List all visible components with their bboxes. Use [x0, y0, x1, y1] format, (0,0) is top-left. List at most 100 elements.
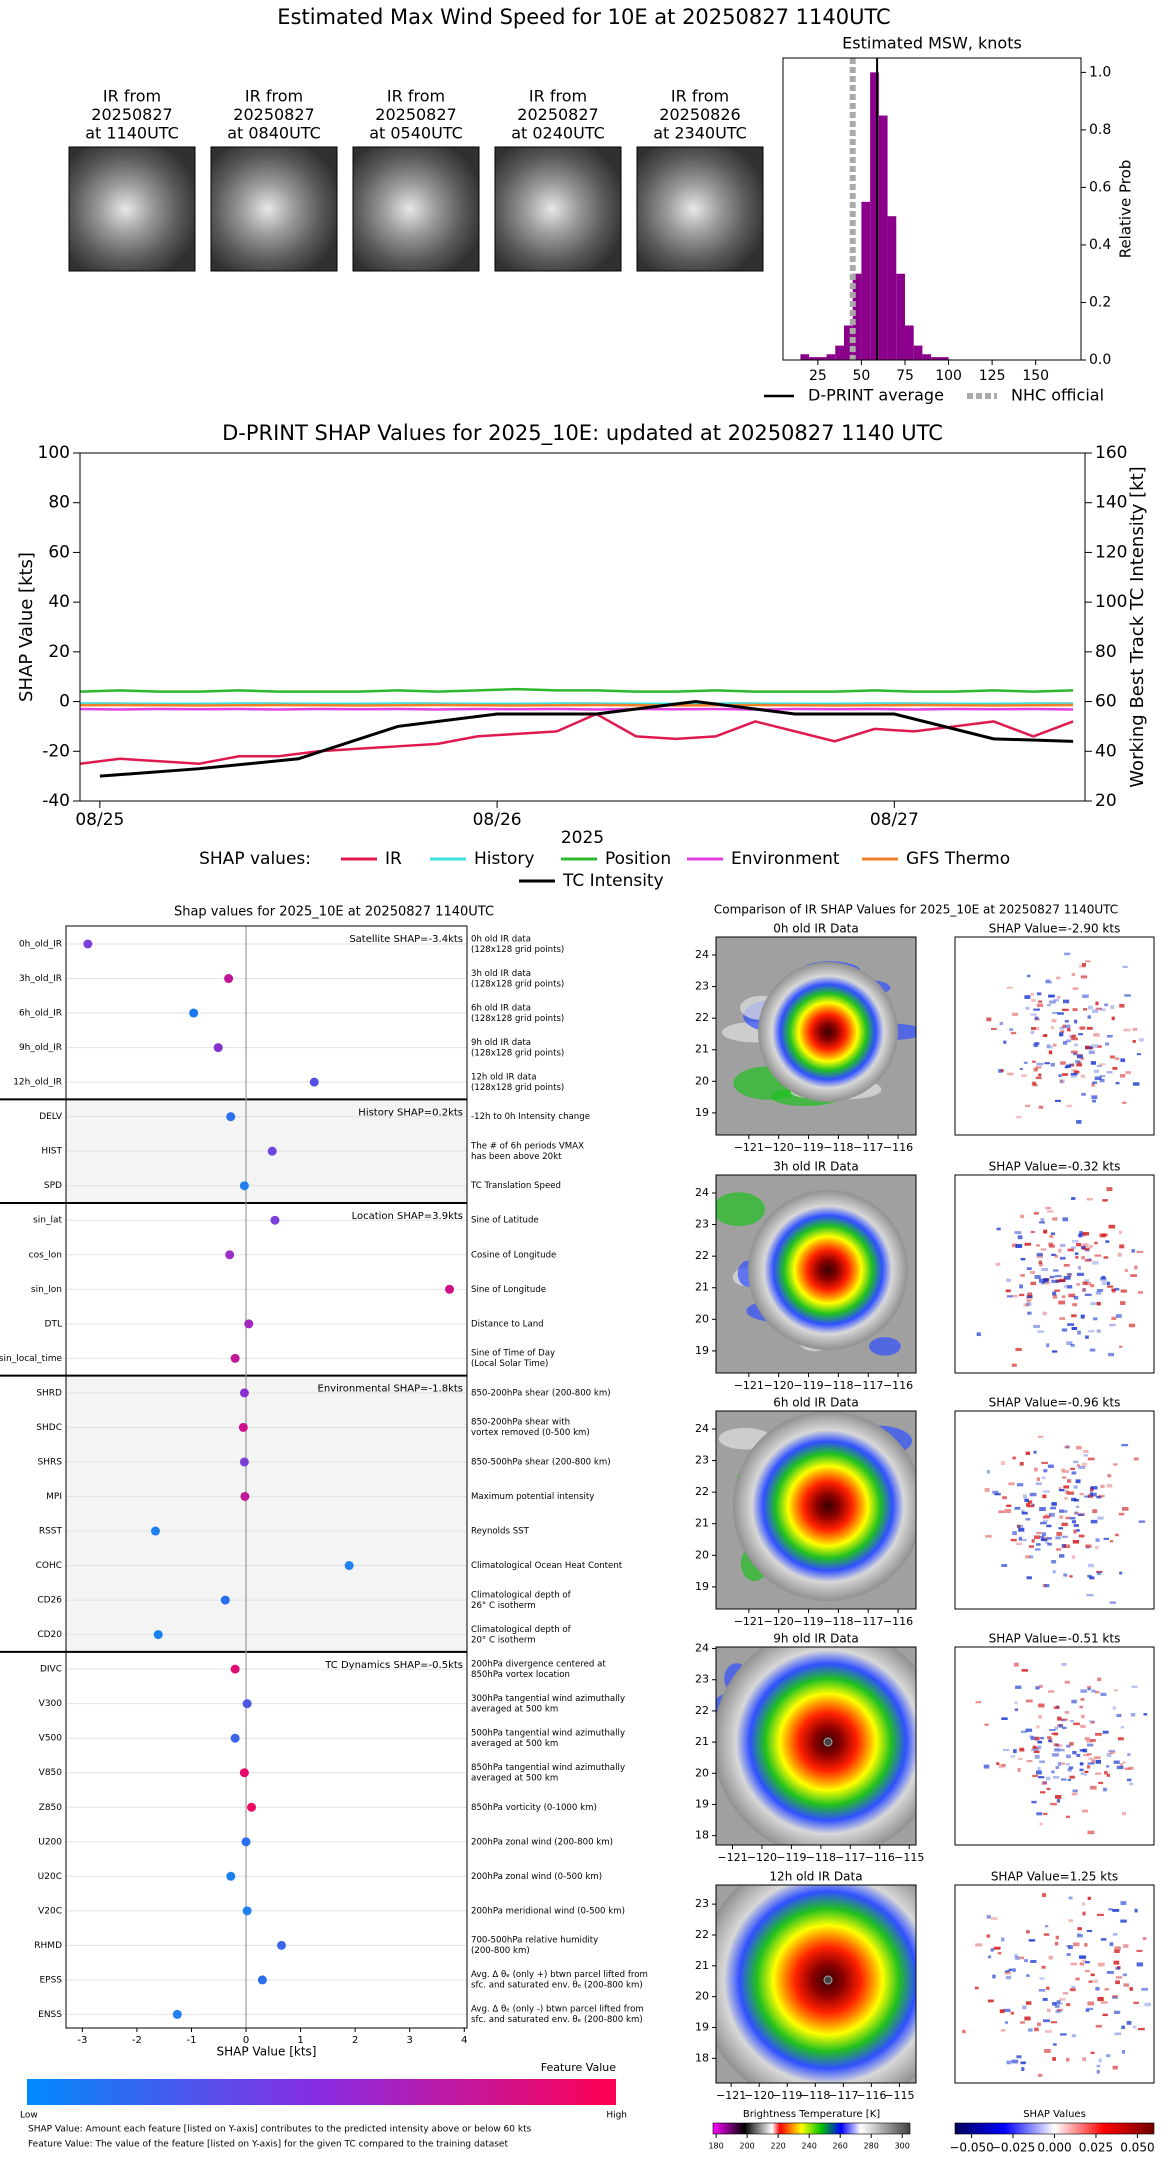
shap-pixel [1031, 1027, 1036, 1030]
shap-pixel [1017, 1235, 1023, 1240]
shap-pixel [1106, 1281, 1110, 1286]
shap-pixel [1057, 1761, 1061, 1766]
shap-pixel [1036, 1062, 1044, 1066]
shap-pixel [1053, 1706, 1060, 1709]
shap-pixel [1132, 1082, 1140, 1086]
shap-pixel [1031, 998, 1036, 1002]
shap-pixel [1022, 2005, 1027, 2010]
shap-pixel [1038, 1776, 1045, 1779]
shap-pixel [1057, 2008, 1063, 2012]
feature-description: (128x128 grid points) [471, 945, 564, 955]
x-tick-label: −119 [793, 1615, 823, 1628]
shap-pixel [1115, 1314, 1122, 1318]
colorbar [27, 2079, 616, 2105]
shap-pixel [1055, 1536, 1061, 1540]
feature-description: 0h old IR data [471, 934, 531, 944]
shap-pixel [1012, 1012, 1019, 1016]
shap-pixel [1071, 1792, 1078, 1796]
shap-pixel [1036, 1725, 1040, 1729]
shap-pixel [1065, 1516, 1071, 1520]
shap-pixel [1091, 1689, 1096, 1693]
y-tick-label: 23 [695, 1673, 709, 1686]
shap-pixel [1014, 1231, 1022, 1235]
colorbar-label: SHAP Values [1023, 2109, 1086, 2120]
bar [861, 201, 871, 360]
feature-description: Avg. Δ θₑ (only +) btwn parcel lifted fr… [471, 1970, 648, 1980]
x-tick-label: −118 [823, 1615, 853, 1628]
colorbar-tick-label: 0.000 [1037, 2141, 1071, 2155]
shap-pixel [1098, 1962, 1105, 1967]
shap-pixel [1090, 1973, 1095, 1977]
shap-pixel [1064, 952, 1071, 956]
shap-pixel [1048, 1050, 1053, 1055]
shap-pixel [1102, 1199, 1108, 1202]
ir-storm [758, 962, 898, 1102]
shap-pixel [1039, 1507, 1046, 1512]
axes-frame [65, 925, 468, 2029]
shap-pixel [1079, 1493, 1085, 1496]
shap-pixel [1042, 1515, 1050, 1519]
shap-pixel [1079, 1705, 1084, 1709]
y-axis-label: Relative Prob [1117, 160, 1135, 259]
shap-pixel [1062, 1469, 1070, 1473]
feature-description: 500hPa tangential wind azimuthally [471, 1728, 625, 1738]
ir-image [716, 1411, 916, 1609]
shap-pixel [1034, 1754, 1040, 1759]
shap-pixel [1038, 1703, 1045, 1708]
feature-description: 200hPa divergence centered at [471, 1659, 606, 1669]
x-tick-label: −117 [853, 1141, 883, 1154]
shap-pixel [1100, 1938, 1107, 1941]
shap-pixel [1117, 1252, 1122, 1257]
shap-pixel [1136, 1250, 1144, 1254]
shap-pixel [1099, 1078, 1105, 1083]
dot [83, 939, 93, 949]
shap-pixel [1078, 1534, 1085, 1538]
shap-pixel [1106, 1773, 1111, 1777]
shap-pixel [1080, 1772, 1084, 1775]
category-label: sin_lat [33, 1216, 62, 1226]
shap-pixel [1047, 1690, 1055, 1693]
shap-pixel [1064, 1497, 1068, 1500]
shap-pixel [1043, 1034, 1048, 1037]
shap-pixel [1058, 1486, 1062, 1491]
y-tick-label: 20 [695, 1766, 709, 1779]
category-label: 9h_old_IR [19, 1043, 62, 1053]
shap-pixel [1054, 1941, 1059, 1946]
dot [270, 1215, 280, 1225]
shap-pixel [1119, 1003, 1125, 1008]
dot [244, 1319, 254, 1329]
shap-pixel [1057, 1716, 1062, 1721]
shap-pixel [1010, 1031, 1017, 1035]
shap-pixel [1059, 2033, 1067, 2036]
x-tick-label: −117 [835, 1851, 865, 1864]
shap-pixel [1006, 1504, 1012, 1508]
shap-pixel [1071, 1034, 1077, 1037]
shap-pixel [1093, 1317, 1098, 1321]
shap-pixel [1021, 2067, 1025, 2071]
feature-description: 700-500hPa relative humidity [471, 1936, 598, 1946]
shap-pixel [1036, 992, 1042, 996]
shap-pixel [1071, 1069, 1078, 1072]
shap-pixel [1052, 2057, 1056, 2061]
shap-pixel [1014, 1708, 1019, 1712]
shap-pixel [1068, 1945, 1073, 1950]
shap-pixel [1086, 1930, 1093, 1933]
dot [172, 2009, 182, 2019]
x-tick-label: −116 [883, 1141, 913, 1154]
shap-pixel [1011, 2059, 1019, 2064]
shap-pixel [1112, 1995, 1118, 1998]
shap-pixel [1061, 1468, 1065, 1472]
shap-pixel [1025, 2001, 1032, 2005]
dot [189, 1008, 199, 1018]
shap-pixel [1002, 1748, 1010, 1752]
shap-pixel [1019, 1747, 1025, 1752]
colorbar [712, 2122, 911, 2135]
shap-pixel [1018, 1527, 1025, 1532]
thumbnail-label: 20250827 [375, 105, 456, 124]
shap-pixel [1116, 1765, 1124, 1770]
shap-pixel [1064, 1445, 1070, 1449]
shap-pixel [1038, 1715, 1042, 1719]
shap-pixel [1076, 1445, 1082, 1450]
shap-pixel [1119, 1571, 1123, 1575]
shap-pixel [1084, 1279, 1090, 1283]
